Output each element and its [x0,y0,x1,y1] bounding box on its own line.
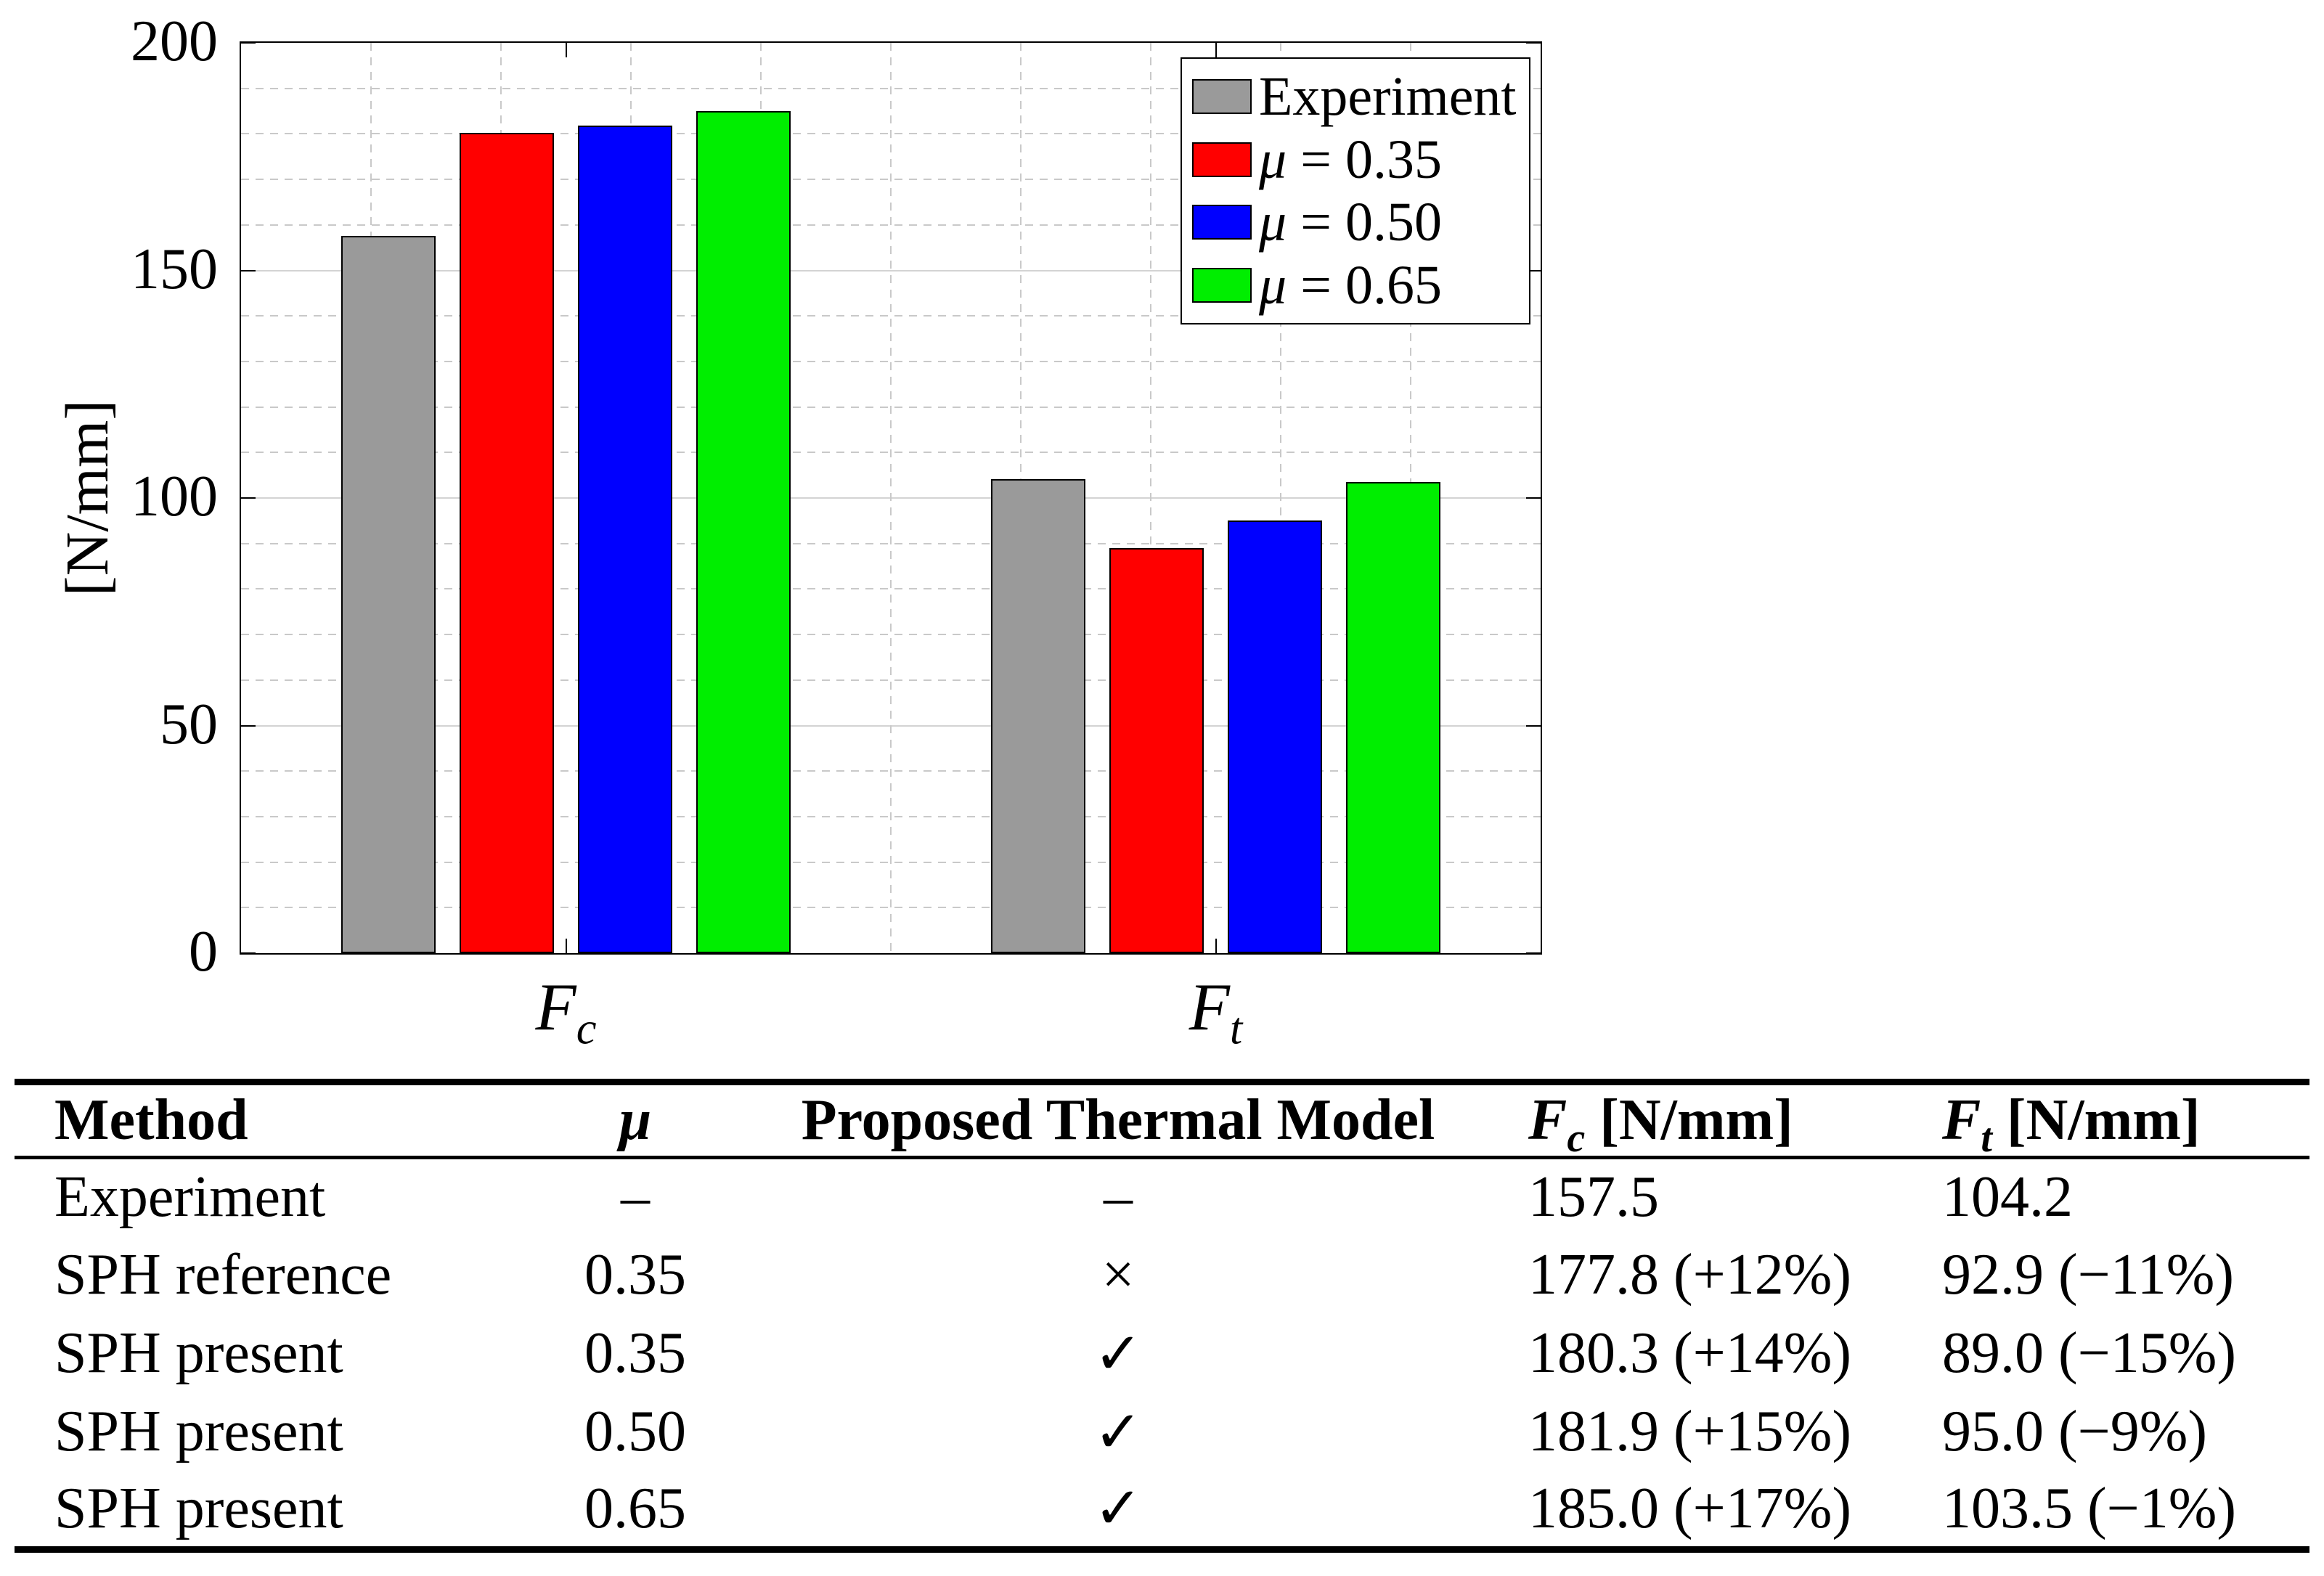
cell-model: ✓ [1093,1477,1143,1542]
y-tick-label: 0 [189,920,218,984]
cell-method: SPH present [54,1400,343,1463]
table-row: SPH present 0.35 ✓ 180.3 (+14%) 89.0 (−1… [15,1315,2309,1393]
cell-ft: 89.0 (−15%) [1942,1321,2237,1385]
cell-mu: – [621,1165,650,1230]
y-tick-label: 100 [131,465,218,528]
bar-0.65-cat1 [1345,482,1440,953]
cell-method: SPH present [54,1321,343,1385]
y-tick-mark [241,42,256,44]
legend-item-mu035: μ = 0.35 [1192,132,1522,187]
cell-fc: 185.0 (+17%) [1528,1476,1852,1540]
y-tick-label: 150 [131,237,218,301]
cell-model: ✓ [1093,1322,1143,1387]
cell-fc: 177.8 (+12%) [1528,1243,1852,1307]
x-tick-mark [1215,939,1217,953]
cell-model: – [1104,1165,1133,1230]
table-row: Experiment – – 157.5 104.2 [15,1158,2309,1236]
cell-model: × [1101,1243,1135,1307]
y-tick-mark [1526,42,1541,44]
x-tick-mark [565,939,567,953]
table-row: SPH present 0.50 ✓ 181.9 (+15%) 95.0 (−9… [15,1393,2309,1471]
bar-Experiment-cat0 [341,236,436,953]
cell-mu: 0.35 [584,1321,686,1385]
cell-fc: 157.5 [1528,1165,1659,1230]
plot-area: Fc Ft Experiment μ = 0.35 μ = 0.50 μ = 0… [240,41,1542,1051]
legend-item-mu050: μ = 0.50 [1192,195,1522,250]
cell-method: SPH present [54,1476,343,1540]
cell-mu: 0.50 [584,1400,686,1463]
cell-ft: 95.0 (−9%) [1942,1400,2208,1463]
cell-model: ✓ [1093,1400,1143,1465]
table-header-row: Method μ Proposed Thermal Model Fc [N/mm… [15,1082,2309,1161]
legend-item-experiment: Experiment [1192,69,1522,124]
x-tick-label-fc: Fc [535,970,597,1054]
legend-swatch-green [1192,267,1252,303]
cell-mu: 0.65 [584,1476,686,1540]
legend-swatch-gray [1192,79,1252,114]
y-tick-mark [241,952,256,954]
bar-0.50-cat1 [1228,520,1322,953]
header-method: Method [54,1088,248,1152]
gridline-v-minor [890,43,892,953]
legend-swatch-red [1192,142,1252,177]
legend-swatch-blue [1192,205,1252,240]
x-tick-label-ft: Ft [1188,970,1243,1054]
cell-ft: 92.9 (−11%) [1942,1243,2235,1307]
results-table: Method μ Proposed Thermal Model Fc [N/mm… [15,1079,2309,1553]
cell-fc: 181.9 (+15%) [1528,1400,1852,1463]
x-tick-mark [1215,43,1217,57]
table-row: SPH reference 0.35 × 177.8 (+12%) 92.9 (… [15,1236,2309,1315]
gridline-v-minor [1150,43,1151,953]
y-tick-mark [1526,952,1541,954]
y-tick-mark [1526,269,1541,271]
cell-method: Experiment [54,1165,326,1230]
y-tick-mark [1526,497,1541,499]
legend: Experiment μ = 0.35 μ = 0.50 μ = 0.65 [1181,57,1530,324]
y-tick-mark [241,724,256,727]
bar-0.35-cat1 [1109,547,1204,953]
y-tick-label: 50 [160,692,218,756]
header-model: Proposed Thermal Model [801,1088,1435,1152]
y-tick-mark [241,497,256,499]
cell-fc: 180.3 (+14%) [1528,1321,1852,1385]
y-tick-mark [1526,724,1541,727]
gridline-v-minor [1280,43,1281,953]
bar-chart: [N/mm] 0 50 100 150 200 Fc Ft Experiment μ =… [0,12,1542,1051]
bar-0.65-cat0 [696,111,791,953]
y-tick-label: 200 [131,9,218,73]
cell-method: SPH reference [54,1243,392,1307]
bar-0.35-cat0 [460,132,554,953]
cell-mu: 0.35 [584,1243,686,1307]
cell-ft: 103.5 (−1%) [1942,1476,2237,1540]
header-fc: Fc [N/mm] [1528,1088,1793,1161]
cell-ft: 104.2 [1942,1165,2073,1230]
legend-item-mu065: μ = 0.65 [1192,258,1522,313]
header-ft: Ft [N/mm] [1942,1088,2201,1161]
y-tick-mark [241,269,256,271]
table-row: SPH present 0.65 ✓ 185.0 (+17%) 103.5 (−… [15,1471,2309,1550]
x-tick-mark [565,43,567,57]
bar-Experiment-cat1 [991,478,1086,953]
bar-0.50-cat0 [578,125,672,953]
header-mu: μ [619,1088,652,1152]
y-tick-labels: 0 50 100 150 200 [0,12,218,981]
